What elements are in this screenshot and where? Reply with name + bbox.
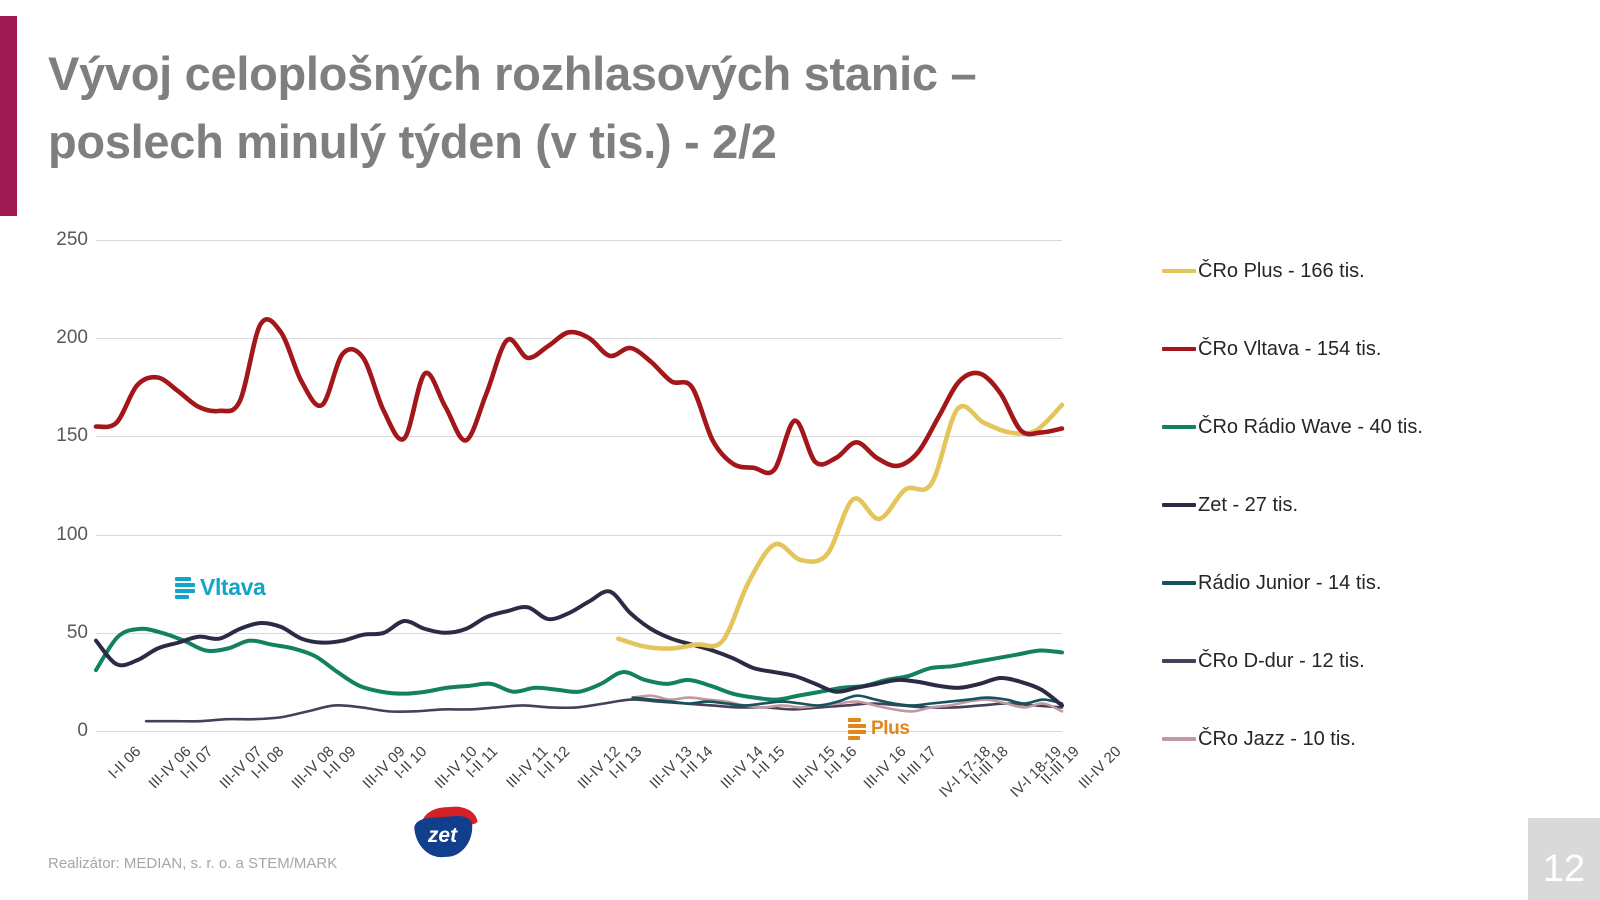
y-axis-tick-label: 250 [56, 229, 88, 250]
series-line [94, 626, 1064, 702]
legend-item-label: ČRo D-dur - 12 tis. [1198, 649, 1365, 672]
y-axis-tick-label: 150 [56, 425, 88, 447]
legend-item[interactable]: ČRo Rádio Wave - 40 tis. [1162, 388, 1562, 466]
legend-color-swatch [1162, 425, 1196, 429]
x-axis-labels: I-II 06 III-IV 06 I-II 07 III-IV 07 I-II 08 I… [96, 737, 1124, 827]
legend-item-label: ČRo Vltava - 154 tis. [1198, 337, 1382, 360]
logo-zet: zet [413, 805, 479, 859]
logo-vltava: Vltava [175, 574, 266, 601]
series-line [93, 317, 1065, 476]
series-line [94, 589, 1064, 708]
page-title: Vývoj celoplošných rozhlasových stanic –… [48, 47, 977, 168]
legend-item-label: ČRo Jazz - 10 tis. [1198, 727, 1356, 750]
zet-shield-icon: zet [413, 805, 479, 859]
legend-item[interactable]: ČRo Jazz - 10 tis. [1162, 700, 1562, 778]
x-axis-tick-label: I-II 06 [105, 743, 145, 783]
gridline [96, 240, 1062, 241]
y-axis-tick-label: 0 [77, 720, 88, 741]
legend-item-label: ČRo Rádio Wave - 40 tis. [1198, 415, 1423, 438]
legend-item[interactable]: Rádio Junior - 14 tis. [1162, 544, 1562, 622]
legend-item[interactable]: ČRo Vltava - 154 tis. [1162, 310, 1562, 388]
legend-color-swatch [1162, 269, 1196, 273]
series-line [616, 402, 1065, 651]
footer-note: Realizátor: MEDIAN, s. r. o. a STEM/MARK [48, 855, 338, 872]
plus-bars-icon [848, 717, 866, 741]
legend-item-label: Zet - 27 tis. [1198, 493, 1299, 516]
plot-area [93, 240, 1065, 731]
series-lines [93, 317, 1065, 723]
gridline [96, 436, 1062, 438]
legend-color-swatch [1162, 581, 1196, 585]
legend-color-swatch [1162, 347, 1196, 351]
series-line [144, 698, 1064, 723]
series-line [631, 694, 1064, 713]
y-axis-tick-label: 50 [66, 621, 88, 643]
legend-item-label: ČRo Plus - 166 tis. [1198, 259, 1365, 282]
logo-plus-label: Plus [871, 718, 910, 739]
gridline [96, 731, 1062, 732]
y-axis-tick-label: 200 [56, 327, 88, 349]
legend-color-swatch [1162, 659, 1196, 663]
legend-item-label: Rádio Junior - 14 tis. [1198, 571, 1382, 594]
legend-item[interactable]: ČRo D-dur - 12 tis. [1162, 622, 1562, 700]
gridline [96, 632, 1062, 634]
logo-zet-label: zet [427, 824, 458, 848]
legend-item[interactable]: Zet - 27 tis. [1162, 466, 1562, 544]
vltava-bars-icon [175, 575, 195, 601]
legend-color-swatch [1162, 503, 1196, 507]
y-axis-tick-label: 100 [56, 523, 88, 545]
legend-color-swatch [1162, 737, 1196, 741]
legend-item[interactable]: ČRo Plus - 166 tis. [1162, 232, 1562, 310]
accent-bar [0, 16, 17, 216]
gridline [96, 338, 1062, 340]
x-axis-tick-label: III-IV 20 [1075, 743, 1125, 793]
series-line [631, 694, 1064, 707]
chart-legend: ČRo Plus - 166 tis. ČRo Vltava - 154 tis.… [1162, 232, 1562, 778]
page-number: 12 [1542, 848, 1586, 890]
logo-vltava-label: Vltava [200, 574, 266, 600]
chart: 0 50 100 150 200 250 I-II 06 III-IV 06 I-II 07 I… [0, 222, 1140, 859]
logo-plus: Plus [848, 717, 910, 741]
page-number-block [1528, 818, 1600, 900]
gridline [96, 534, 1062, 536]
